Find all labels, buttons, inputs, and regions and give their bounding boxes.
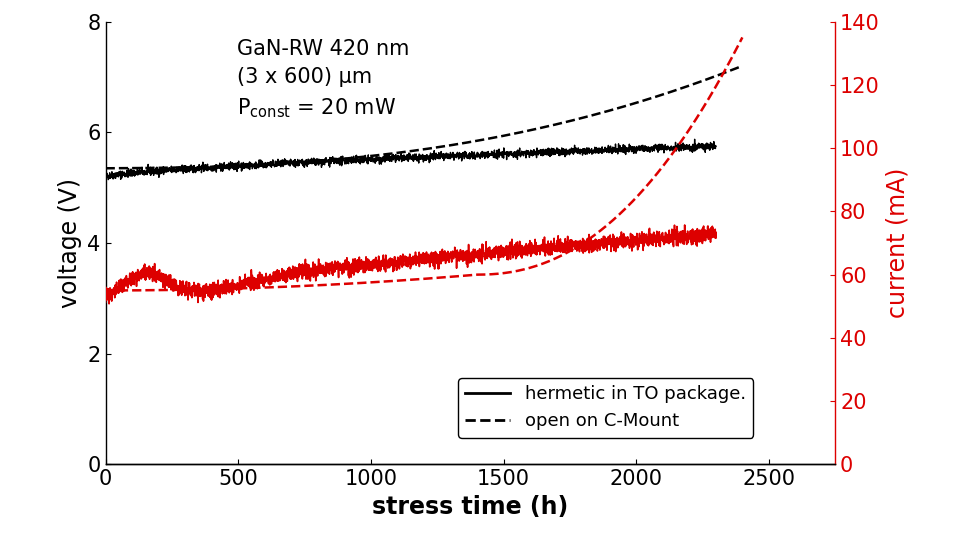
Y-axis label: current (mA): current (mA)	[885, 168, 909, 318]
Y-axis label: voltage (V): voltage (V)	[58, 178, 82, 308]
X-axis label: stress time (h): stress time (h)	[372, 495, 568, 519]
Text: GaN-RW 420 nm
(3 x 600) μm
P$_{\mathrm{const}}$ = 20 mW: GaN-RW 420 nm (3 x 600) μm P$_{\mathrm{c…	[237, 39, 409, 120]
Legend: hermetic in TO package., open on C-Mount: hermetic in TO package., open on C-Mount	[458, 378, 754, 437]
